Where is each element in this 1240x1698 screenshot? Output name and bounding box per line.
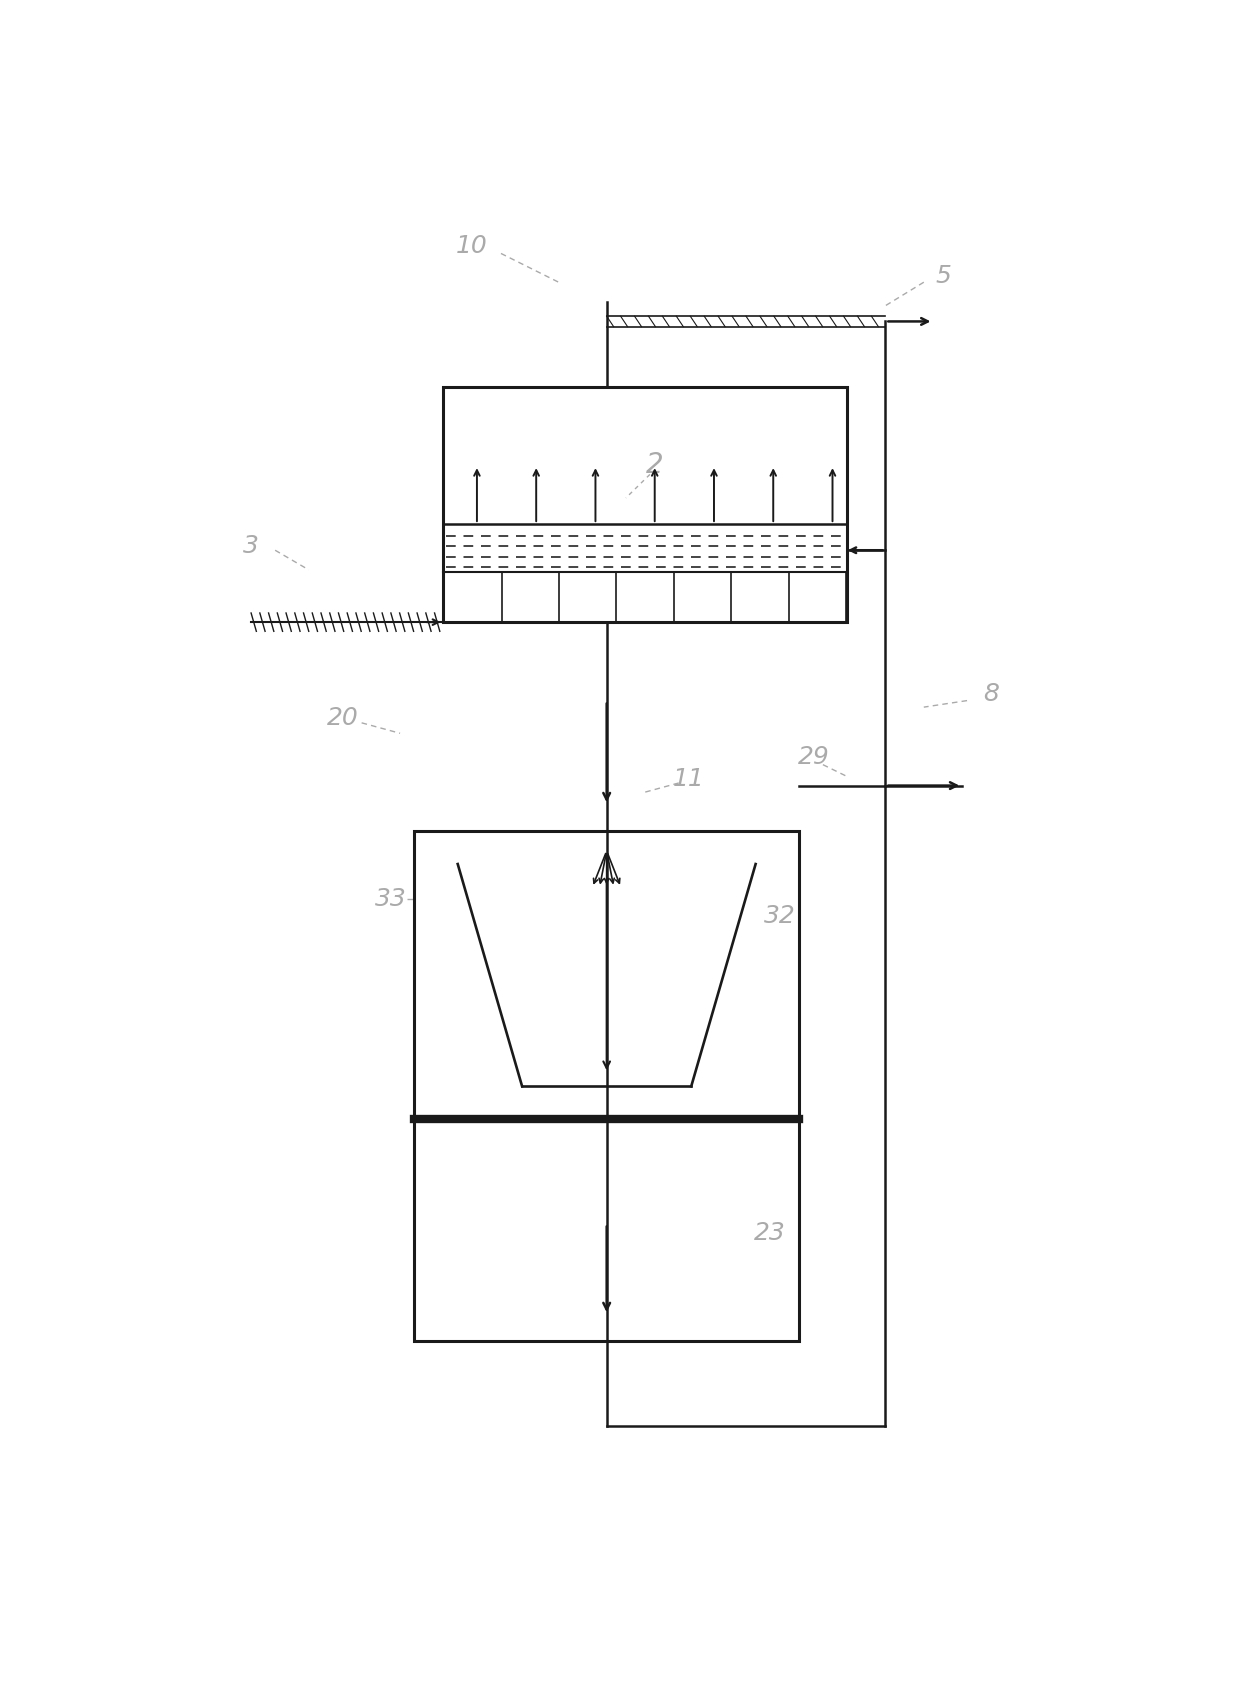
Text: 11: 11 <box>672 767 704 791</box>
Text: 29: 29 <box>797 745 830 769</box>
Text: 23: 23 <box>754 1221 786 1245</box>
Text: 2: 2 <box>646 452 663 479</box>
Text: 5: 5 <box>935 263 951 287</box>
Bar <box>444 387 847 621</box>
Text: 8: 8 <box>983 683 999 706</box>
Text: 33: 33 <box>374 888 407 912</box>
Text: 32: 32 <box>764 905 796 929</box>
Bar <box>414 1119 799 1341</box>
Text: 20: 20 <box>326 706 358 730</box>
Text: 3: 3 <box>243 535 259 559</box>
Text: 10: 10 <box>456 234 489 258</box>
Bar <box>414 832 799 1119</box>
